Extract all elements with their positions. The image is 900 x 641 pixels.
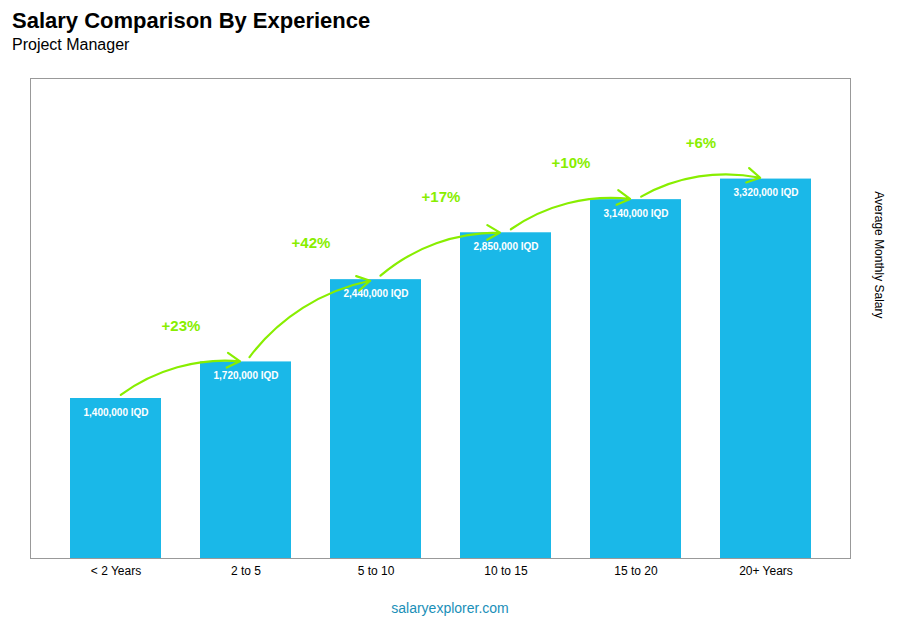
html-text:Salary Comparison By Experienc: Salary Comparison By Experience (12, 8, 371, 33)
html-text:salaryexplorer.com: salaryexplorer.com (391, 600, 509, 616)
svg-text:20+ Years: 20+ Years (739, 564, 793, 578)
svg-text:+10%: +10% (552, 154, 591, 171)
html-text:Project Manager: Project Manager (12, 36, 130, 53)
svg-text:+23%: +23% (162, 317, 201, 334)
svg-text:10 to 15: 10 to 15 (484, 564, 528, 578)
svg-text:1,720,000 IQD: 1,720,000 IQD (213, 370, 278, 381)
svg-text:+17%: +17% (422, 188, 461, 205)
svg-text:+42%: +42% (292, 234, 331, 251)
svg-text:1,400,000 IQD: 1,400,000 IQD (83, 407, 148, 418)
svg-text:2,850,000 IQD: 2,850,000 IQD (473, 241, 538, 252)
svg-text:< 2 Years: < 2 Years (91, 564, 141, 578)
svg-text:+6%: +6% (686, 134, 716, 151)
svg-text:3,140,000 IQD: 3,140,000 IQD (603, 208, 668, 219)
svg-text:2,440,000 IQD: 2,440,000 IQD (343, 288, 408, 299)
svg-text:15 to 20: 15 to 20 (614, 564, 658, 578)
svg-text:3,320,000 IQD: 3,320,000 IQD (733, 187, 798, 198)
svg-text:Average Monthly Salary: Average Monthly Salary (872, 191, 886, 318)
svg-text:2 to 5: 2 to 5 (231, 564, 261, 578)
svg-text:5 to 10: 5 to 10 (358, 564, 395, 578)
